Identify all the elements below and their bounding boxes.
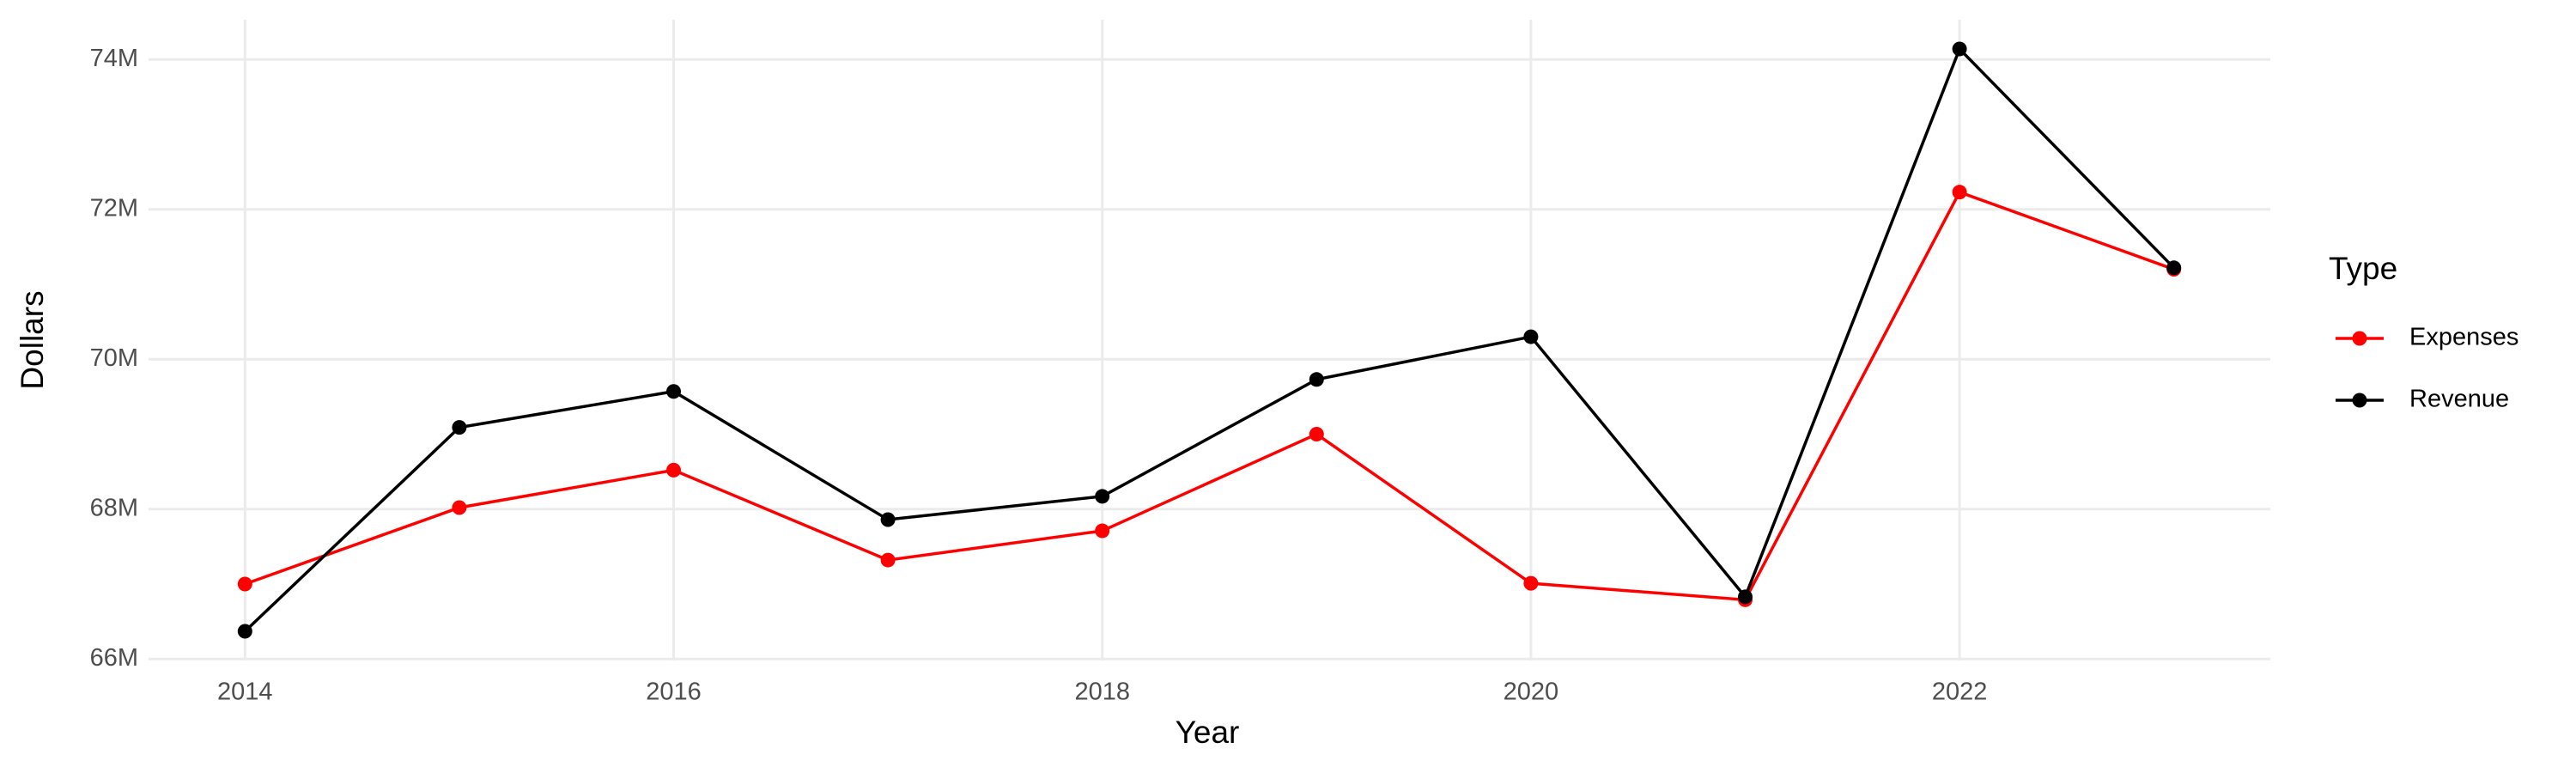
x-tick-label: 2018 — [1074, 679, 1130, 706]
y-tick-label: 66M — [90, 644, 138, 672]
series-line — [244, 46, 2175, 633]
y-axis-title: Dollars — [15, 290, 50, 389]
legend-title: Type — [2329, 251, 2397, 286]
data-point — [1309, 372, 1324, 387]
series-line — [244, 190, 2175, 602]
data-point — [666, 384, 682, 399]
data-point — [1952, 41, 1967, 57]
data-point — [237, 624, 252, 639]
y-tick-label: 72M — [90, 194, 138, 222]
data-point — [1523, 575, 1539, 591]
x-tick-label: 2016 — [646, 679, 702, 706]
x-axis-title: Year — [1176, 715, 1240, 750]
data-point — [2166, 260, 2182, 276]
data-point — [880, 512, 896, 527]
data-point — [1952, 185, 1967, 200]
x-tick-label: 2014 — [217, 679, 273, 706]
y-tick-label: 70M — [90, 344, 138, 372]
data-point — [666, 462, 682, 478]
data-point — [880, 552, 896, 568]
legend-swatch — [2352, 331, 2367, 346]
data-point — [452, 420, 467, 435]
data-point — [452, 500, 467, 515]
data-point — [237, 576, 252, 592]
legend-swatch — [2352, 393, 2367, 408]
legend-label: Expenses — [2409, 324, 2518, 351]
y-tick-label: 74M — [90, 45, 138, 72]
x-tick-label: 2022 — [1932, 679, 1988, 706]
data-point — [1095, 523, 1110, 539]
data-point — [1523, 329, 1539, 344]
data-point — [1737, 589, 1753, 605]
data-point — [1095, 489, 1110, 504]
x-tick-label: 2020 — [1504, 679, 1559, 706]
data-point — [1309, 427, 1324, 442]
legend-label: Revenue — [2409, 386, 2509, 413]
y-tick-label: 68M — [90, 494, 138, 521]
